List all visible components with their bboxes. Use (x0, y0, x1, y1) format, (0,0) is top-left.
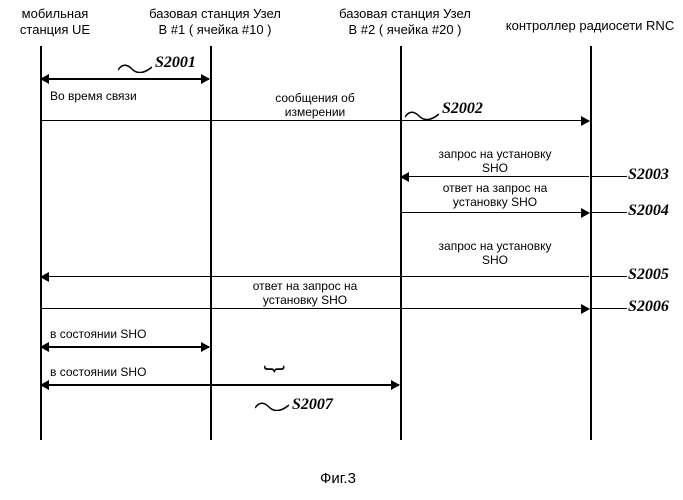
brace-s2007: } (263, 365, 289, 372)
connector-s2006 (591, 308, 627, 309)
step-s2006: S2006 (628, 298, 669, 316)
step-s2007: S2007 (292, 396, 333, 414)
msg-m5: запрос на установкуSHO (415, 240, 575, 268)
step-s2001: S2001 (155, 54, 196, 72)
arrow-m7-left (41, 346, 125, 348)
participant-rnc: контроллер радиосети RNC (495, 18, 683, 34)
arrow-m4 (401, 212, 589, 213)
lifeline-rnc (590, 46, 592, 440)
arrow-m7-right (125, 346, 209, 348)
arrow-m8-right (220, 384, 399, 386)
lifeline-nodeb1 (210, 46, 212, 440)
arrow-m1-right (125, 78, 209, 80)
arrow-m5 (41, 276, 589, 277)
arrow-m3 (401, 176, 589, 177)
participant-nodeb1: базовая станция УзелB #1 ( ячейка #10 ) (130, 6, 300, 37)
step-s2002: S2002 (442, 100, 483, 118)
arrow-m1-left (41, 78, 125, 80)
squiggle-s2007 (255, 398, 289, 408)
participants-nodeb2: базовая станция УзелB #2 ( ячейка #20 ) (320, 6, 490, 37)
connector-s2005 (591, 276, 627, 277)
msg-m4: ответ на запрос наустановку SHO (415, 182, 575, 210)
arrow-m6 (41, 308, 589, 309)
step-s2004: S2004 (628, 202, 669, 220)
participant-ue: мобильнаястанция UE (10, 6, 100, 37)
squiggle-s2001 (118, 60, 152, 70)
arrow-m8-left (41, 384, 220, 386)
connector-s2003 (591, 176, 627, 177)
msg-m7: в состоянии SHO (50, 328, 200, 342)
step-s2005: S2005 (628, 266, 669, 284)
msg-m8: в состоянии SHO (50, 366, 200, 380)
msg-m6: ответ на запрос наустановку SHO (225, 280, 385, 308)
squiggle-s2002 (405, 107, 439, 117)
msg-m3: запрос на установкуSHO (415, 148, 575, 176)
step-s2003: S2003 (628, 166, 669, 184)
msg-m1: Во время связи (50, 90, 200, 104)
msg-m2: сообщения обизмерении (245, 92, 385, 120)
arrow-m2 (41, 120, 589, 121)
lifeline-nodeb2 (400, 46, 402, 440)
connector-s2004 (591, 212, 627, 213)
figure-caption: Фиг.3 (320, 470, 356, 487)
